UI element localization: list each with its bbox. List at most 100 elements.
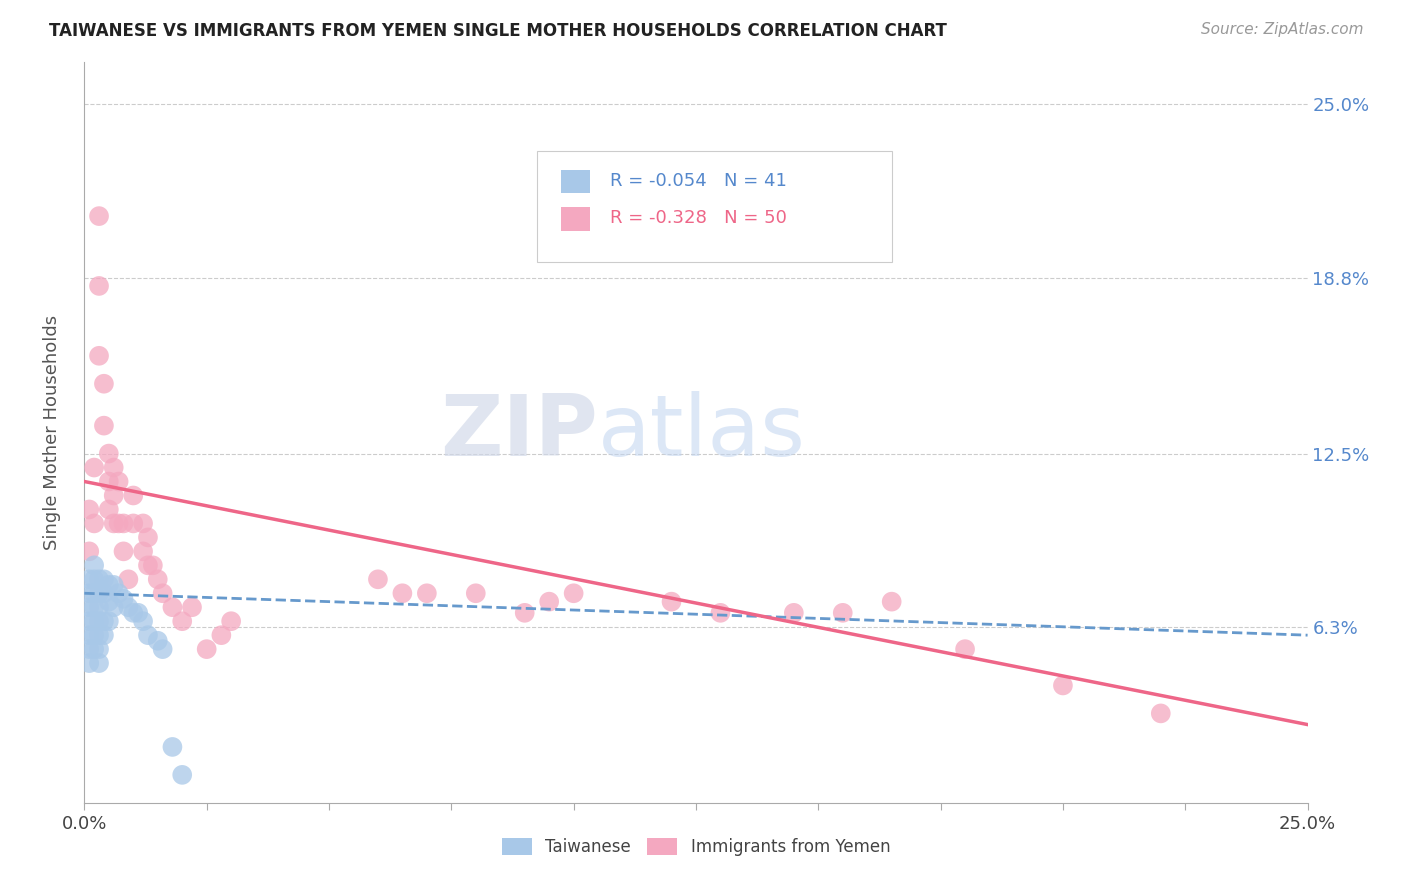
Point xyxy=(953,642,976,657)
Point xyxy=(87,586,110,600)
FancyBboxPatch shape xyxy=(537,152,891,262)
Point xyxy=(97,594,120,608)
Point xyxy=(146,633,169,648)
Text: R = -0.054   N = 41: R = -0.054 N = 41 xyxy=(610,172,787,190)
Point xyxy=(136,530,159,544)
Point xyxy=(83,460,105,475)
Point xyxy=(136,628,159,642)
Point xyxy=(783,606,806,620)
Point xyxy=(127,606,149,620)
Point xyxy=(367,572,389,586)
Point xyxy=(162,600,184,615)
Point xyxy=(416,586,439,600)
Point xyxy=(146,572,169,586)
Point xyxy=(464,586,486,600)
Point xyxy=(83,572,105,586)
Point xyxy=(83,558,105,573)
Point xyxy=(87,349,110,363)
Point xyxy=(831,606,853,620)
Point xyxy=(77,628,100,642)
Point xyxy=(122,488,145,502)
Point xyxy=(77,600,100,615)
Point xyxy=(152,586,174,600)
Point xyxy=(112,516,135,531)
Point xyxy=(195,642,218,657)
FancyBboxPatch shape xyxy=(561,207,591,230)
Point xyxy=(513,606,536,620)
Point xyxy=(83,614,105,628)
Point xyxy=(87,656,110,670)
Point xyxy=(83,628,105,642)
Point xyxy=(87,614,110,628)
Point xyxy=(132,544,155,558)
Point xyxy=(83,516,105,531)
Point xyxy=(162,739,184,754)
Legend: Taiwanese, Immigrants from Yemen: Taiwanese, Immigrants from Yemen xyxy=(494,830,898,865)
Point xyxy=(97,502,120,516)
Point xyxy=(103,488,125,502)
Point xyxy=(87,279,110,293)
Point xyxy=(93,572,115,586)
Point xyxy=(122,516,145,531)
Point xyxy=(93,614,115,628)
FancyBboxPatch shape xyxy=(561,169,591,194)
Point xyxy=(538,594,561,608)
Point xyxy=(209,628,232,642)
Point xyxy=(97,578,120,592)
Point xyxy=(77,502,100,516)
Point xyxy=(112,544,135,558)
Point xyxy=(391,586,413,600)
Point xyxy=(172,614,194,628)
Text: Source: ZipAtlas.com: Source: ZipAtlas.com xyxy=(1201,22,1364,37)
Point xyxy=(93,418,115,433)
Point xyxy=(880,594,903,608)
Point xyxy=(93,586,115,600)
Point xyxy=(77,586,100,600)
Point xyxy=(132,516,155,531)
Point xyxy=(103,600,125,615)
Point xyxy=(83,586,105,600)
Point xyxy=(93,628,115,642)
Point xyxy=(87,209,110,223)
Point xyxy=(77,656,100,670)
Point xyxy=(83,642,105,657)
Point xyxy=(83,600,105,615)
Point xyxy=(97,446,120,460)
Point xyxy=(87,642,110,657)
Point xyxy=(136,558,159,573)
Point xyxy=(77,572,100,586)
Text: ZIP: ZIP xyxy=(440,391,598,475)
Point xyxy=(1052,678,1074,692)
Point xyxy=(107,516,129,531)
Point xyxy=(709,606,731,620)
Point xyxy=(117,572,139,586)
Point xyxy=(142,558,165,573)
Point xyxy=(112,591,135,606)
Point xyxy=(661,594,683,608)
Text: TAIWANESE VS IMMIGRANTS FROM YEMEN SINGLE MOTHER HOUSEHOLDS CORRELATION CHART: TAIWANESE VS IMMIGRANTS FROM YEMEN SINGL… xyxy=(49,22,948,40)
Point xyxy=(103,578,125,592)
Point xyxy=(1150,706,1173,721)
Point xyxy=(132,614,155,628)
Point xyxy=(77,642,100,657)
Text: atlas: atlas xyxy=(598,391,806,475)
Point xyxy=(107,475,129,489)
Point xyxy=(77,544,100,558)
Point xyxy=(122,606,145,620)
Point xyxy=(87,600,110,615)
Point xyxy=(103,460,125,475)
Point xyxy=(219,614,242,628)
Text: R = -0.328   N = 50: R = -0.328 N = 50 xyxy=(610,209,787,227)
Point xyxy=(77,614,100,628)
Point xyxy=(93,376,115,391)
Point xyxy=(87,628,110,642)
Y-axis label: Single Mother Households: Single Mother Households xyxy=(42,315,60,550)
Point xyxy=(562,586,585,600)
Point xyxy=(117,600,139,615)
Point xyxy=(103,516,125,531)
Point xyxy=(97,614,120,628)
Point xyxy=(107,586,129,600)
Point xyxy=(97,475,120,489)
Point xyxy=(152,642,174,657)
Point xyxy=(172,768,194,782)
